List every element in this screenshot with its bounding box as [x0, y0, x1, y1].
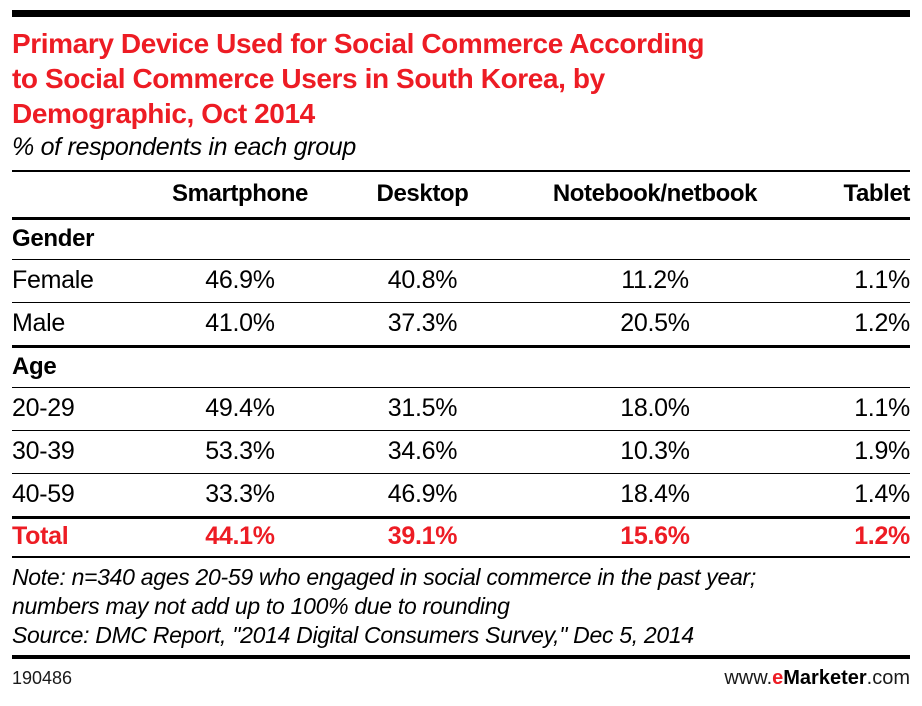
section-row-gender: Gender — [12, 219, 910, 260]
total-row: Total 44.1% 39.1% 15.6% 1.2% — [12, 518, 910, 557]
row-value-tablet: 1.1% — [854, 394, 910, 422]
row-value-notebook-netbook: 18.4% — [620, 480, 690, 508]
row-label: Female — [12, 266, 94, 294]
row-value-smartphone: 46.9% — [205, 266, 275, 294]
table-row: Female 46.9% 40.8% 11.2% 1.1% — [12, 260, 910, 303]
row-value-smartphone: 53.3% — [205, 437, 275, 465]
bottom-rule — [12, 655, 910, 659]
total-value-notebook-netbook: 15.6% — [620, 522, 690, 550]
table-row: Male 41.0% 37.3% 20.5% 1.2% — [12, 303, 910, 347]
url-suffix: .com — [866, 667, 910, 689]
header-cell-smartphone: Smartphone — [171, 180, 309, 207]
note-text-line-1: Note: n=340 ages 20-59 who engaged in so… — [12, 564, 756, 590]
row-label: Male — [12, 309, 65, 337]
row-value-smartphone: 41.0% — [205, 309, 275, 337]
url-prefix: www. — [724, 667, 773, 689]
row-value-tablet: 1.9% — [854, 437, 910, 465]
chart-subtitle: % of respondents in each group — [12, 133, 357, 161]
chart-id: 190486 — [12, 668, 73, 688]
table-row: 20-29 49.4% 31.5% 18.0% 1.1% — [12, 388, 910, 431]
row-value-desktop: 37.3% — [387, 309, 458, 337]
header-cell-notebook-netbook: Notebook/netbook — [552, 180, 758, 207]
table-header-row: Smartphone Desktop Notebook/netbook Tabl… — [12, 171, 910, 219]
row-label: 40-59 — [12, 480, 75, 508]
footer: 190486 www.eMarketer.com — [12, 659, 910, 700]
row-value-tablet: 1.4% — [854, 480, 910, 508]
row-value-tablet: 1.1% — [854, 266, 910, 294]
data-table: Smartphone Desktop Notebook/netbook Tabl… — [12, 170, 910, 558]
total-value-smartphone: 44.1% — [205, 522, 275, 550]
row-value-smartphone: 49.4% — [205, 394, 275, 422]
section-header-label: Age — [12, 353, 57, 380]
header-cell-tablet: Tablet — [843, 180, 911, 207]
total-value-tablet: 1.2% — [854, 522, 910, 550]
brand-marketer: Marketer — [783, 667, 867, 689]
row-value-smartphone: 33.3% — [205, 480, 275, 508]
row-value-desktop: 31.5% — [387, 394, 458, 422]
source-text: Source: DMC Report, "2014 Digital Consum… — [12, 622, 694, 648]
row-label: 30-39 — [12, 437, 75, 465]
chart-title-line-3: Demographic, Oct 2014 — [12, 98, 315, 129]
row-value-desktop: 40.8% — [387, 266, 458, 294]
row-value-notebook-netbook: 10.3% — [620, 437, 690, 465]
row-value-notebook-netbook: 18.0% — [620, 394, 690, 422]
header-cell-desktop: Desktop — [376, 180, 469, 207]
row-value-desktop: 34.6% — [387, 437, 458, 465]
brand-e: e — [772, 667, 784, 689]
notes-block: Note: n=340 ages 20-59 who engaged in so… — [12, 563, 910, 650]
header-cell-empty — [12, 171, 155, 219]
note-text-line-2: numbers may not add up to 100% due to ro… — [12, 593, 510, 619]
chart-title: Primary Device Used for Social Commerce … — [12, 26, 910, 131]
chart-title-line-1: Primary Device Used for Social Commerce … — [12, 28, 705, 59]
table-row: 30-39 53.3% 34.6% 10.3% 1.9% — [12, 431, 910, 474]
chart-title-line-2: to Social Commerce Users in South Korea,… — [12, 63, 605, 94]
total-value-desktop: 39.1% — [387, 522, 458, 550]
row-label: 20-29 — [12, 394, 75, 422]
section-header-label: Gender — [12, 225, 95, 252]
table-row: 40-59 33.3% 46.9% 18.4% 1.4% — [12, 474, 910, 518]
row-value-notebook-netbook: 11.2% — [621, 266, 689, 294]
top-rule — [12, 10, 910, 17]
row-value-desktop: 46.9% — [387, 480, 458, 508]
section-row-age: Age — [12, 347, 910, 388]
row-value-notebook-netbook: 20.5% — [620, 309, 690, 337]
emarketer-url: www.eMarketer.com — [724, 667, 910, 690]
total-label: Total — [12, 522, 69, 550]
row-value-tablet: 1.2% — [854, 309, 910, 337]
